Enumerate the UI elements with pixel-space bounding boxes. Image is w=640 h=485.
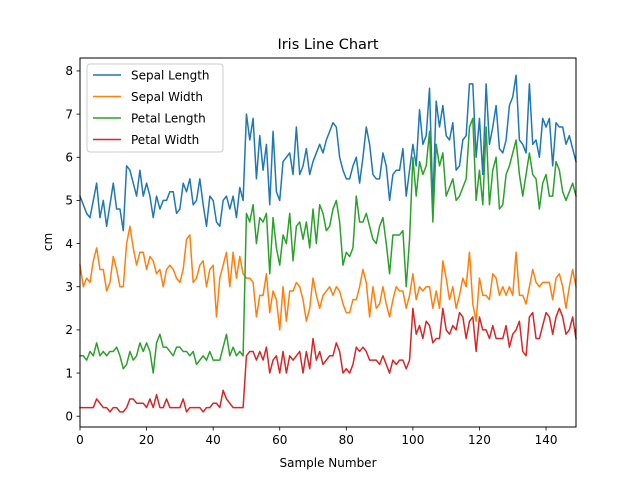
legend-box (86, 63, 224, 153)
legend-label-petal-width: Petal Width (131, 133, 199, 147)
x-tick-label: 60 (272, 433, 287, 447)
legend-label-sepal-length: Sepal Length (131, 68, 210, 82)
y-tick-label: 3 (65, 280, 73, 294)
x-tick-label: 40 (206, 433, 221, 447)
legend-label-sepal-width: Sepal Width (131, 90, 203, 104)
y-tick-label: 2 (65, 323, 73, 337)
chart-title: Iris Line Chart (277, 37, 378, 53)
y-axis-title: cm (41, 233, 55, 251)
x-tick-label: 100 (401, 433, 424, 447)
series-line-sepal-width (79, 225, 577, 331)
legend: Sepal Length Sepal Width Petal Length Petal… (86, 63, 224, 153)
y-tick-label: 1 (65, 366, 73, 380)
series-line-sepal-length (79, 74, 577, 232)
y-tick-label: 5 (65, 194, 73, 208)
y-tick-label: 4 (65, 237, 73, 251)
x-tick-label: 80 (339, 433, 354, 447)
axes-frame (79, 57, 577, 428)
x-tick-label: 120 (468, 433, 491, 447)
series-line-petal-length (79, 117, 577, 374)
legend-label-petal-length: Petal Length (131, 111, 206, 125)
x-tick-label: 140 (535, 433, 558, 447)
y-tick-label: 0 (65, 410, 73, 424)
y-axis-ticks: 0 1 2 3 4 5 6 7 8 (65, 64, 80, 424)
y-tick-label: 8 (65, 64, 73, 78)
y-tick-label: 6 (65, 151, 73, 165)
series-line-petal-width (79, 307, 577, 413)
x-tick-label: 0 (76, 433, 84, 447)
y-tick-label: 7 (65, 107, 73, 121)
x-axis-ticks: 0 20 40 60 80 100 120 140 (76, 427, 557, 447)
series-layer (79, 74, 577, 413)
x-axis-title: Sample Number (279, 456, 376, 470)
x-tick-label: 20 (139, 433, 154, 447)
